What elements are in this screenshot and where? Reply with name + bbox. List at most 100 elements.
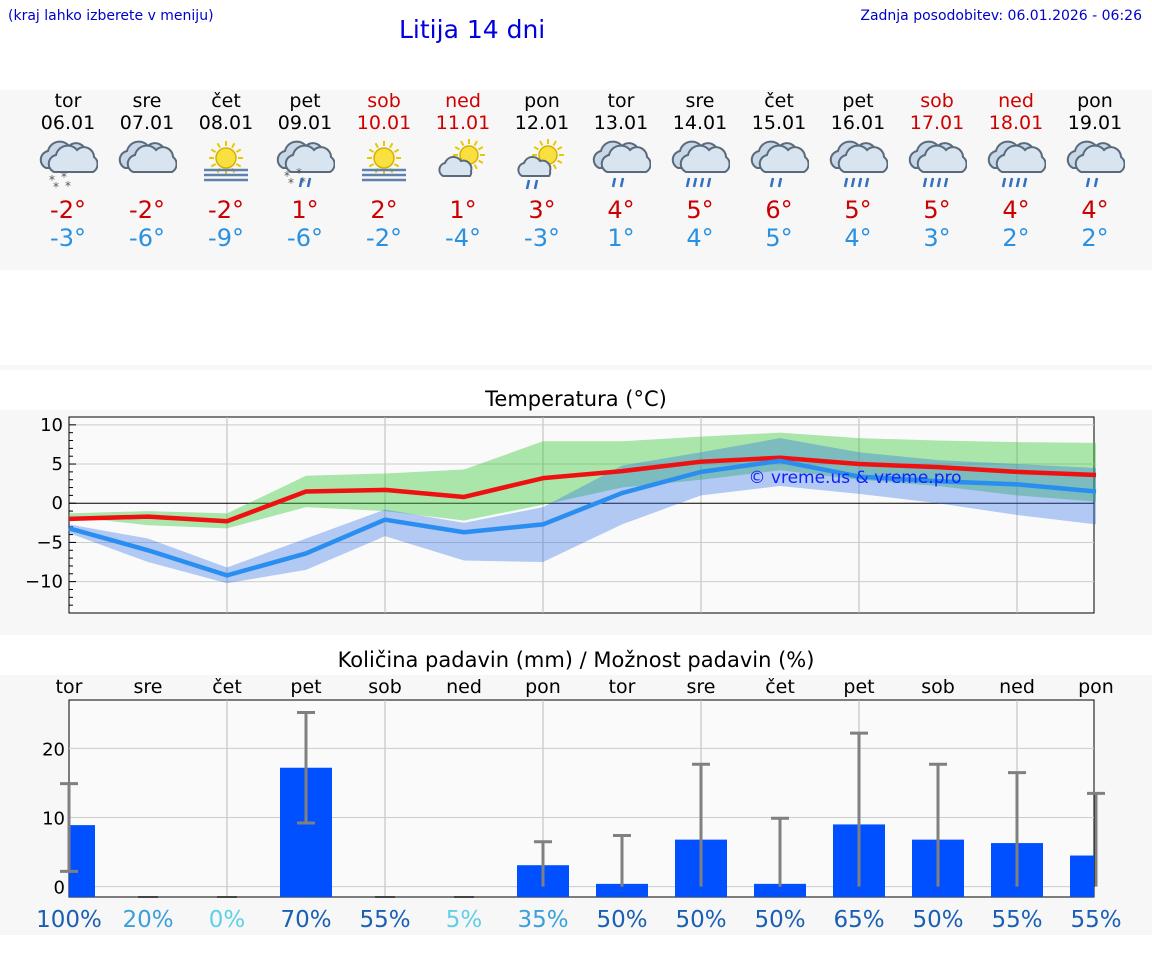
cloud-heavy-rain-icon bbox=[829, 140, 888, 188]
day-column: pet 09.01 * * * * 1° -6° bbox=[265, 90, 345, 252]
min-temperature: 4° bbox=[686, 224, 714, 252]
svg-text:*: * bbox=[61, 170, 67, 184]
day-date: 19.01 bbox=[1067, 112, 1123, 134]
svg-text:*: * bbox=[288, 176, 294, 190]
min-temperature: -4° bbox=[445, 224, 481, 252]
day-column: pon 12.01 3° -3° bbox=[502, 90, 582, 252]
precipitation-probability: 50% bbox=[754, 907, 805, 933]
max-temperature: 6° bbox=[765, 196, 793, 224]
sun-cloud-icon bbox=[438, 139, 485, 177]
cloud-heavy-rain-icon bbox=[671, 140, 730, 188]
precipitation-probability: 0% bbox=[209, 907, 246, 933]
cloud-rain-icon bbox=[750, 140, 809, 188]
daily-forecast-strip: tor 06.01 * * * * -2° -3° sre 07.01 -2° -6° čet 08.01… bbox=[0, 90, 1152, 270]
svg-text:*: * bbox=[300, 175, 306, 189]
y-tick-label: 20 bbox=[42, 739, 65, 760]
svg-text:*: * bbox=[65, 179, 71, 190]
day-date: 11.01 bbox=[435, 112, 491, 134]
min-temperature: 2° bbox=[1002, 224, 1030, 252]
svg-text:*: * bbox=[53, 180, 59, 190]
precipitation-bar bbox=[754, 883, 806, 897]
svg-text:*: * bbox=[296, 166, 302, 180]
precipitation-bar bbox=[69, 825, 95, 897]
precipitation-probability: 70% bbox=[280, 907, 331, 933]
y-tick-label: 0 bbox=[52, 493, 63, 514]
precipitation-probability: 100% bbox=[36, 907, 102, 933]
min-temperature: -6° bbox=[287, 224, 323, 252]
day-column: čet 08.01 -2° -9° bbox=[186, 90, 266, 252]
max-temperature: 5° bbox=[923, 196, 951, 224]
day-date: 07.01 bbox=[119, 112, 175, 134]
y-tick-label: −5 bbox=[36, 532, 63, 553]
day-name: sob bbox=[920, 90, 954, 112]
day-column: sob 17.01 5° 3° bbox=[897, 90, 977, 252]
precipitation-probability: 50% bbox=[675, 907, 726, 933]
day-column: tor 13.01 4° 1° bbox=[581, 90, 661, 252]
page-title: Litija 14 dni bbox=[399, 15, 546, 44]
svg-text:*: * bbox=[49, 173, 55, 187]
day-date: 13.01 bbox=[593, 112, 649, 134]
x-category-label: čet bbox=[212, 676, 242, 698]
day-name: ned bbox=[445, 90, 481, 112]
max-temperature: 5° bbox=[686, 196, 714, 224]
min-temperature: 5° bbox=[765, 224, 793, 252]
day-column: sob 10.01 2° -2° bbox=[344, 90, 424, 252]
day-date: 12.01 bbox=[514, 112, 570, 134]
x-category-label: pet bbox=[843, 676, 874, 698]
day-name: sre bbox=[685, 90, 715, 112]
x-category-label: čet bbox=[765, 676, 795, 698]
x-category-label: tor bbox=[609, 676, 636, 698]
x-category-label: sre bbox=[687, 676, 716, 698]
min-temperature: -3° bbox=[524, 224, 560, 252]
min-temperature: 3° bbox=[923, 224, 951, 252]
day-date: 14.01 bbox=[672, 112, 728, 134]
x-category-label: sre bbox=[134, 676, 163, 698]
x-category-label: ned bbox=[446, 676, 482, 698]
cloud-rain-icon bbox=[592, 140, 651, 188]
max-temperature: 1° bbox=[449, 196, 477, 224]
cloud-sleet-icon: * ** * bbox=[276, 140, 335, 190]
x-category-label: ned bbox=[999, 676, 1035, 698]
max-temperature: 4° bbox=[1081, 196, 1109, 224]
day-column: tor 06.01 * * * * -2° -3° bbox=[28, 90, 108, 252]
day-name: čet bbox=[764, 90, 794, 112]
svg-text:*: * bbox=[284, 169, 290, 183]
day-column: ned 18.01 4° 2° bbox=[976, 90, 1056, 252]
y-tick-label: 10 bbox=[42, 809, 65, 830]
day-column: sre 07.01 -2° -6° bbox=[107, 90, 187, 252]
precipitation-probability: 5% bbox=[446, 907, 483, 933]
day-date: 09.01 bbox=[277, 112, 333, 134]
region-hint[interactable]: (kraj lahko izberete v meniju) bbox=[8, 8, 214, 24]
y-tick-label: 0 bbox=[54, 878, 65, 899]
x-category-label: pet bbox=[290, 676, 321, 698]
precipitation-chart-title: Količina padavin (mm) / Možnost padavin … bbox=[337, 648, 815, 672]
cloudy-icon bbox=[118, 140, 177, 173]
day-name: pon bbox=[1077, 90, 1113, 112]
day-date: 10.01 bbox=[356, 112, 412, 134]
day-date: 16.01 bbox=[830, 112, 886, 134]
day-name: ned bbox=[998, 90, 1034, 112]
max-temperature: 3° bbox=[528, 196, 556, 224]
x-category-label: tor bbox=[56, 676, 83, 698]
day-date: 15.01 bbox=[751, 112, 807, 134]
min-temperature: -6° bbox=[129, 224, 165, 252]
cloud-heavy-rain-icon bbox=[908, 140, 967, 188]
max-temperature-line bbox=[68, 455, 1097, 524]
precipitation-probability: 65% bbox=[833, 907, 884, 933]
day-name: tor bbox=[54, 90, 82, 112]
min-temperature: 1° bbox=[607, 224, 635, 252]
precipitation-bar bbox=[596, 883, 648, 897]
precipitation-probability: 50% bbox=[596, 907, 647, 933]
watermark: © vreme.us & vreme.pro bbox=[748, 468, 961, 488]
precipitation-probability: 35% bbox=[517, 907, 568, 933]
last-update-timestamp: Zadnja posodobitev: 06.01.2026 - 06:26 bbox=[860, 8, 1142, 24]
x-category-label: pon bbox=[1078, 676, 1114, 698]
sun-fog-icon bbox=[362, 141, 406, 182]
day-column: pon 19.01 4° 2° bbox=[1055, 90, 1135, 252]
cloud-heavy-rain-icon bbox=[987, 140, 1046, 188]
max-temperature: 4° bbox=[607, 196, 635, 224]
precipitation-probability: 55% bbox=[991, 907, 1042, 933]
precipitation-probability: 55% bbox=[359, 907, 410, 933]
day-name: pet bbox=[289, 90, 321, 112]
